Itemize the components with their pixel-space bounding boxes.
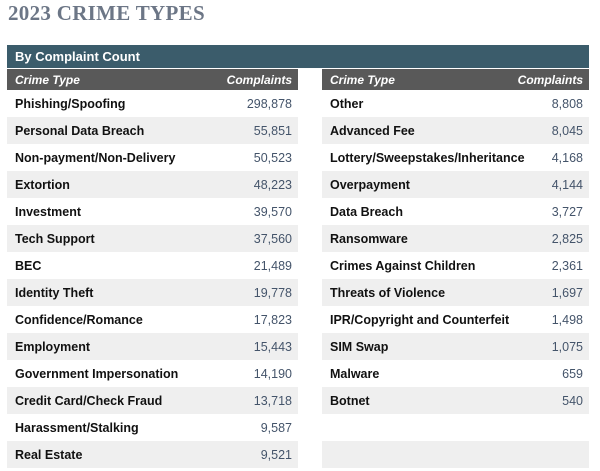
table-row: Phishing/Spoofing 298,878 (7, 90, 298, 117)
crime-type-cell: BEC (15, 258, 42, 273)
complaints-cell: 55,851 (253, 123, 292, 138)
crime-type-cell: Employment (15, 339, 91, 354)
complaints-cell: 298,878 (246, 96, 292, 111)
table-row: Data Breach 3,727 (322, 198, 589, 225)
crime-type-cell: Botnet (330, 393, 370, 408)
complaints-cell: 659 (562, 366, 583, 381)
table-columns: Crime Type Complaints Phishing/Spoofing 2… (7, 69, 589, 468)
complaints-cell: 1,498 (551, 312, 583, 327)
crime-type-cell: Overpayment (330, 177, 410, 192)
table-row: IPR/Copyright and Counterfeit 1,498 (322, 306, 589, 333)
table-row: Malware 659 (322, 360, 589, 387)
crime-type-cell: Investment (15, 204, 81, 219)
table-row: Threats of Violence 1,697 (322, 279, 589, 306)
complaints-cell: 9,521 (260, 447, 292, 462)
crime-type-cell: Other (330, 96, 364, 111)
crime-type-cell: Malware (330, 366, 380, 381)
crime-type-header: Crime Type (15, 72, 80, 87)
crime-type-cell: Extortion (15, 177, 70, 192)
table-row: Harassment/Stalking 9,587 (7, 414, 298, 441)
table-row: Identity Theft 19,778 (7, 279, 298, 306)
table-row (322, 414, 589, 441)
crime-type-cell: Phishing/Spoofing (15, 96, 126, 111)
crime-type-cell: Harassment/Stalking (15, 420, 139, 435)
complaints-cell: 1,697 (551, 285, 583, 300)
complaints-cell: 39,570 (253, 204, 292, 219)
table-row: Other 8,808 (322, 90, 589, 117)
complaints-header: Complaints (226, 72, 292, 87)
complaints-cell: 9,587 (260, 420, 292, 435)
table-row: Botnet 540 (322, 387, 589, 414)
complaints-cell: 19,778 (253, 285, 292, 300)
crime-type-cell: Advanced Fee (330, 123, 415, 138)
crime-type-cell: IPR/Copyright and Counterfeit (330, 312, 510, 327)
column-gap (298, 69, 322, 468)
complaints-header: Complaints (517, 72, 583, 87)
right-table: Crime Type Complaints Other 8,808 Advanced… (322, 69, 589, 468)
complaints-cell: 37,560 (253, 231, 292, 246)
left-column-header: Crime Type Complaints (7, 69, 298, 90)
table-row: Tech Support 37,560 (7, 225, 298, 252)
table-row: Government Impersonation 14,190 (7, 360, 298, 387)
complaints-cell: 8,808 (551, 96, 583, 111)
crime-type-cell: Crimes Against Children (330, 258, 476, 273)
crime-type-cell: Government Impersonation (15, 366, 179, 381)
crime-type-cell: Real Estate (15, 447, 83, 462)
table-row: Lottery/Sweepstakes/Inheritance 4,168 (322, 144, 589, 171)
crime-type-cell: Tech Support (15, 231, 95, 246)
crime-type-cell: Ransomware (330, 231, 408, 246)
complaints-cell: 2,825 (551, 231, 583, 246)
complaints-cell: 13,718 (253, 393, 292, 408)
table-row: Confidence/Romance 17,823 (7, 306, 298, 333)
complaints-cell: 3,727 (551, 204, 583, 219)
crime-type-cell: SIM Swap (330, 339, 389, 354)
crime-type-cell: Credit Card/Check Fraud (15, 393, 163, 408)
complaints-cell: 48,223 (253, 177, 292, 192)
complaints-cell: 15,443 (253, 339, 292, 354)
table-row: BEC 21,489 (7, 252, 298, 279)
crime-type-cell: Personal Data Breach (15, 123, 145, 138)
complaints-cell: 4,144 (551, 177, 583, 192)
crime-type-cell: Lottery/Sweepstakes/Inheritance (330, 150, 525, 165)
crime-type-cell: Non-payment/Non-Delivery (15, 150, 176, 165)
left-table: Crime Type Complaints Phishing/Spoofing 2… (7, 69, 298, 468)
crime-type-cell: Data Breach (330, 204, 403, 219)
table-row: Advanced Fee 8,045 (322, 117, 589, 144)
complaints-cell: 21,489 (253, 258, 292, 273)
complaints-cell: 1,075 (551, 339, 583, 354)
crime-type-cell: Threats of Violence (330, 285, 446, 300)
left-table-rows: Phishing/Spoofing 298,878 Personal Data Br… (7, 90, 298, 468)
table-row: Credit Card/Check Fraud 13,718 (7, 387, 298, 414)
complaints-cell: 50,523 (253, 150, 292, 165)
complaints-cell: 8,045 (551, 123, 583, 138)
complaints-cell: 14,190 (253, 366, 292, 381)
complaints-cell: 17,823 (253, 312, 292, 327)
page-title: 2023 CRIME TYPES (8, 1, 205, 25)
crime-type-header: Crime Type (330, 72, 395, 87)
table-row: Personal Data Breach 55,851 (7, 117, 298, 144)
table-row: Crimes Against Children 2,361 (322, 252, 589, 279)
crime-type-cell: Confidence/Romance (15, 312, 143, 327)
complaints-cell: 540 (562, 393, 583, 408)
table-row: Overpayment 4,144 (322, 171, 589, 198)
table-caption-band: By Complaint Count (7, 45, 589, 68)
right-table-rows: Other 8,808 Advanced Fee 8,045 Lottery/Sweep… (322, 90, 589, 468)
table-row: Extortion 48,223 (7, 171, 298, 198)
complaints-cell: 2,361 (551, 258, 583, 273)
table-row: Employment 15,443 (7, 333, 298, 360)
right-column-header: Crime Type Complaints (322, 69, 589, 90)
table-row: Ransomware 2,825 (322, 225, 589, 252)
table-row: Non-payment/Non-Delivery 50,523 (7, 144, 298, 171)
table-row: Real Estate 9,521 (7, 441, 298, 468)
table-row (322, 441, 589, 468)
crime-types-table: By Complaint Count Crime Type Complaints… (7, 45, 589, 468)
table-row: SIM Swap 1,075 (322, 333, 589, 360)
crime-type-cell: Identity Theft (15, 285, 94, 300)
table-row: Investment 39,570 (7, 198, 298, 225)
complaints-cell: 4,168 (551, 150, 583, 165)
